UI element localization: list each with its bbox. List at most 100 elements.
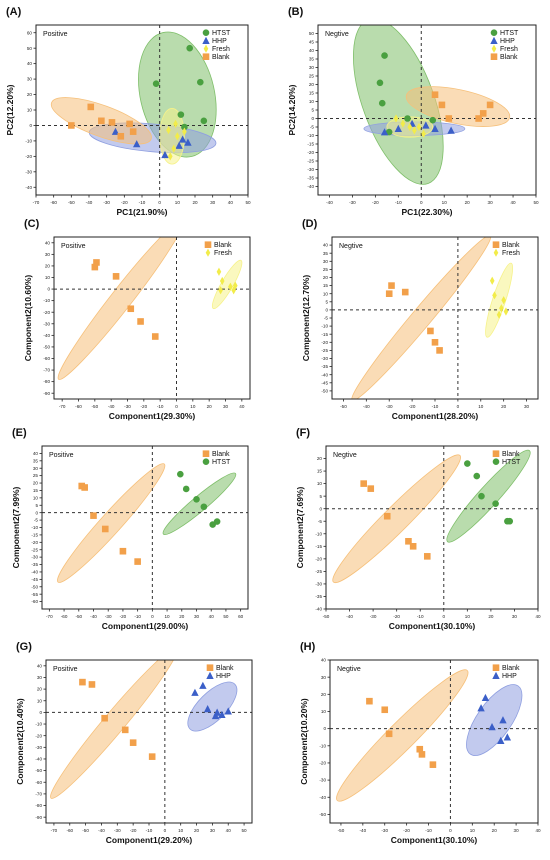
x-tick-label: 0	[449, 828, 452, 833]
data-point-blank	[137, 318, 144, 325]
data-point-blank	[108, 119, 116, 126]
chart-panel-3: (C) -70 -60 -50 -40 -30 -20 -10 0 10 20 30 40 -90 -80 -…	[23, 218, 251, 421]
y-tick-label: -25	[31, 547, 38, 552]
x-tick-label: 40	[228, 200, 234, 205]
y-tick-label: 25	[309, 74, 315, 79]
data-point-blank	[129, 739, 137, 746]
data-point-fresh	[167, 152, 173, 161]
legend-marker-htst	[492, 458, 500, 466]
data-point-blank	[385, 730, 393, 738]
y-tick-label: 25	[33, 473, 39, 478]
data-point-hhp	[184, 138, 192, 146]
x-axis-title: PC1(21.90%)	[116, 207, 167, 217]
points-layer	[360, 460, 514, 560]
y-tick-label: 0	[319, 506, 322, 511]
x-tick-label: 20	[465, 200, 471, 205]
y-tick-label: 35	[33, 458, 39, 463]
x-tick-label: -50	[68, 200, 75, 205]
x-tick-label: 20	[501, 404, 507, 409]
data-point-hhp	[497, 736, 505, 744]
y-tick-label: -90	[35, 815, 42, 820]
data-point-blank	[126, 120, 133, 128]
y-tick-label: 15	[33, 488, 39, 493]
data-point-hhp	[133, 140, 141, 148]
data-point-hhp	[422, 121, 430, 129]
x-tick-label: -50	[92, 404, 99, 409]
x-tick-label: -20	[120, 614, 127, 619]
x-tick-label: 20	[492, 828, 498, 833]
x-tick-label: 0	[158, 200, 161, 205]
x-tick-label: -10	[425, 828, 432, 833]
x-tick-label: 20	[192, 200, 198, 205]
legend-marker-blank	[490, 53, 498, 60]
confidence-ellipse-blank	[351, 237, 492, 399]
legend-marker-hhp	[202, 36, 210, 44]
data-point-blank	[431, 339, 439, 346]
x-axis-title: Component1(30.10%)	[389, 621, 476, 631]
y-tick-label: 40	[27, 61, 33, 66]
data-point-fresh	[489, 276, 495, 285]
data-point-fresh	[393, 114, 399, 123]
data-point-fresh	[496, 310, 502, 319]
x-tick-label: 10	[190, 404, 196, 409]
y-axis-title: Component2(10.40%)	[15, 698, 25, 785]
x-tick-label: -30	[386, 404, 393, 409]
y-tick-label: 30	[45, 252, 51, 257]
legend-label-htst: HTST	[212, 459, 231, 466]
y-tick-label: 5	[325, 299, 328, 304]
data-point-htst	[152, 80, 160, 88]
y-tick-label: 40	[45, 240, 51, 245]
x-tick-label: 30	[194, 614, 200, 619]
y-tick-label: 5	[311, 108, 314, 113]
data-point-blank	[151, 333, 159, 340]
y-tick-label: 20	[37, 687, 43, 692]
legend-marker-fresh	[491, 44, 497, 53]
y-tick-label: -5	[324, 316, 329, 321]
y-tick-label: 5	[319, 494, 322, 499]
data-point-hhp	[161, 150, 169, 159]
points-layer	[376, 52, 494, 138]
y-tick-label: 5	[35, 503, 38, 508]
y-tick-label: -5	[310, 125, 315, 130]
confidence-ellipse-hhp	[466, 684, 523, 756]
data-point-htst	[182, 485, 190, 493]
ion-mode-label: Positive	[49, 452, 74, 459]
y-tick-label: 15	[309, 91, 315, 96]
x-tick-label: 10	[178, 828, 184, 833]
x-tick-label: 0	[164, 828, 167, 833]
data-point-blank	[98, 117, 105, 125]
x-axis-title: Component1(29.00%)	[102, 621, 189, 631]
data-point-blank	[383, 512, 391, 520]
data-point-htst	[200, 503, 208, 511]
data-point-fresh	[232, 281, 238, 290]
y-tick-label: -35	[321, 364, 328, 369]
x-tick-label: 40	[226, 828, 232, 833]
y-tick-label: -10	[43, 298, 50, 303]
legend-marker-blank	[492, 241, 500, 248]
y-tick-label: -45	[321, 380, 328, 385]
y-tick-label: -10	[315, 531, 322, 536]
y-tick-label: -30	[43, 321, 50, 326]
y-tick-label: -40	[35, 757, 42, 762]
y-tick-label: 40	[321, 658, 327, 663]
y-tick-label: -30	[315, 582, 322, 587]
x-tick-label: 50	[242, 828, 248, 833]
x-tick-label: 10	[478, 404, 484, 409]
legend-marker-fresh	[205, 248, 211, 257]
x-axis-title: Component1(30.10%)	[391, 835, 478, 845]
x-tick-label: 50	[223, 614, 229, 619]
data-point-htst	[381, 52, 388, 59]
legend-marker-blank	[206, 664, 214, 671]
x-tick-label: 0	[175, 404, 178, 409]
data-point-hhp	[499, 716, 507, 724]
ellipse-layer	[332, 449, 531, 584]
x-tick-label: -30	[381, 828, 388, 833]
y-tick-label: 30	[37, 675, 43, 680]
data-point-blank	[486, 101, 494, 109]
